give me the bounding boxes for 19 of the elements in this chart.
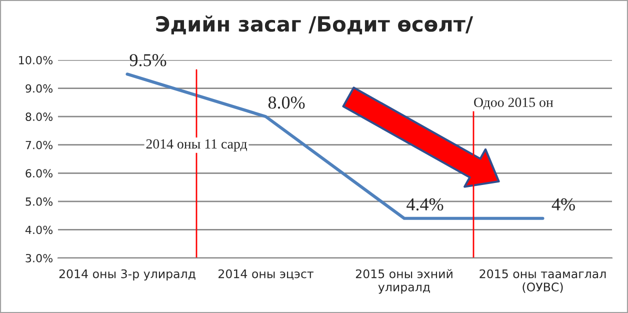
x-tick-label: 2015 оны таамаглал (ОУВС) — [480, 269, 606, 293]
annotation: 2014 оны 11 сард — [146, 139, 247, 152]
y-tick-label: 6.0% — [26, 169, 53, 178]
y-tick-label: 7.0% — [26, 140, 53, 150]
y-tick-label: 4.0% — [25, 226, 53, 234]
y-tick-label: 3.0% — [26, 254, 53, 262]
y-tick-label: 10.0% — [19, 56, 53, 64]
x-tick-label: 2015 оны эхний улиралд — [356, 269, 452, 294]
x-tick-label: 2014 оны эцэст — [218, 269, 314, 280]
chart-title: Эдийн засаг /Бодит өсөлт/ — [156, 16, 474, 34]
y-tick-label: 5.0% — [26, 197, 53, 206]
x-tick-label: 2014 оны 3-р улиралд — [59, 269, 196, 281]
data-label: 9.5% — [130, 54, 166, 66]
data-label: 4% — [552, 198, 575, 211]
y-tick-label: 8.0% — [26, 112, 53, 121]
annotation: Одоо 2015 он — [474, 98, 554, 110]
data-label: 8.0% — [268, 96, 305, 109]
y-tick-label: 9.0% — [26, 84, 53, 93]
data-label: 4.4% — [406, 198, 444, 211]
